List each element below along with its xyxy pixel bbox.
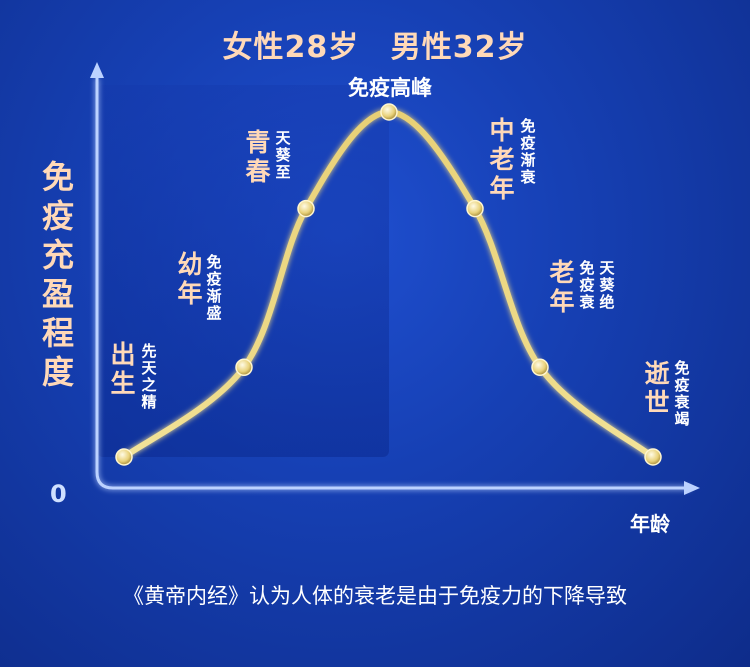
curve-point xyxy=(644,448,662,466)
curve-point xyxy=(380,103,398,121)
axes xyxy=(90,62,700,495)
axes-lines xyxy=(95,78,690,490)
y-axis-arrow xyxy=(90,62,104,78)
chart-title: 女性28岁 男性32岁 xyxy=(0,22,750,66)
curve-point xyxy=(531,358,549,377)
curve-point xyxy=(235,358,253,377)
footer-caption: 《黄帝内经》认为人体的衰老是由于免疫力的下降导致 xyxy=(123,584,627,608)
stage-label-middle-age: 中老年 xyxy=(489,116,515,203)
stage-note-peak: 免疫高峰 xyxy=(348,76,432,100)
curve-point xyxy=(466,199,484,218)
stage-note-birth: 先天之精 xyxy=(141,342,157,411)
background-panel xyxy=(97,85,389,457)
curve-point xyxy=(115,448,133,466)
stage-label-childhood: 幼年 xyxy=(177,250,203,308)
curve-point xyxy=(297,199,315,218)
x-axis-arrow xyxy=(684,481,700,495)
stage-label-death: 逝世 xyxy=(644,359,670,417)
stage-note-death: 免疫衰竭 xyxy=(674,359,690,428)
y-axis-label: 免疫充盈程度 xyxy=(41,158,74,391)
stage-label-youth: 青春 xyxy=(245,128,271,186)
curve-points xyxy=(115,103,662,466)
stage-note-youth: 天葵至 xyxy=(275,129,291,181)
y-origin-label: 0 xyxy=(50,480,67,508)
stage-label-old-age: 老年 xyxy=(549,258,575,316)
title-female: 女性28岁 xyxy=(222,30,360,65)
x-axis-label: 年龄 xyxy=(630,512,670,536)
stage-label-birth: 出生 xyxy=(110,340,136,398)
stage-note-childhood: 免疫渐盛 xyxy=(206,253,222,322)
title-male: 男性32岁 xyxy=(390,30,528,65)
stage-note-middle-age: 免疫渐衰 xyxy=(520,117,536,186)
stage-note-old-age-2: 天葵绝 xyxy=(599,259,615,311)
stage-note-old-age: 免疫衰 xyxy=(579,259,595,311)
